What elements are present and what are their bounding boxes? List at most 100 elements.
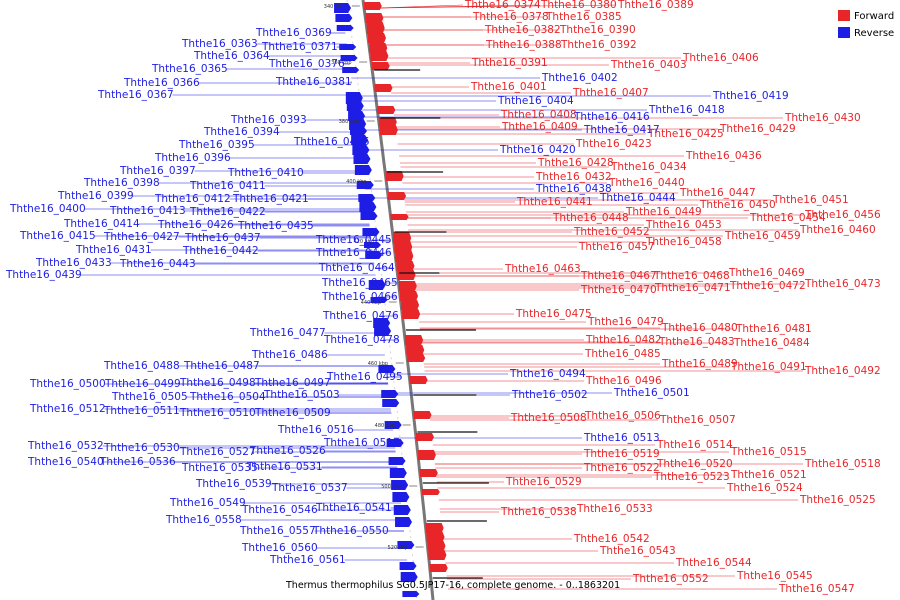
forward-gene-label: Ththe16_0391 (471, 57, 548, 69)
reverse-gene-feature (339, 44, 357, 50)
forward-gene-label: Ththe16_0473 (804, 278, 881, 290)
forward-gene-label: Ththe16_0403 (610, 59, 687, 71)
reverse-gene-feature (391, 480, 409, 490)
forward-gene-label: Ththe16_0508 (510, 412, 587, 424)
reverse-gene-feature (365, 251, 383, 259)
tick-label: 440 kbp (361, 300, 381, 306)
reverse-gene-feature (353, 154, 371, 164)
forward-gene-label: Ththe16_0441 (516, 196, 593, 208)
forward-gene-label: Ththe16_0382 (484, 24, 561, 36)
forward-gene-label: Ththe16_0389 (617, 0, 694, 11)
forward-gene-label: Ththe16_0453 (645, 219, 722, 231)
reverse-gene-feature (400, 572, 418, 582)
reverse-gene-feature (381, 390, 399, 398)
reverse-gene-label: Ththe16_0420 (499, 144, 576, 156)
reverse-gene-label: Ththe16_0411 (189, 180, 266, 192)
reverse-gene-label: Ththe16_0476 (322, 310, 399, 322)
reverse-gene-label: Ththe16_0413 (109, 205, 186, 217)
reverse-gene-label: Ththe16_0402 (541, 72, 618, 84)
forward-gene-feature (429, 564, 448, 572)
reverse-gene-feature (395, 517, 413, 527)
reverse-gene-feature (349, 127, 367, 135)
reverse-gene-feature (368, 280, 386, 290)
forward-gene-label: Ththe16_0430 (784, 112, 861, 124)
reverse-gene-label: Ththe16_0539 (195, 478, 272, 490)
forward-gene-label: Ththe16_0491 (730, 361, 807, 373)
forward-gene-feature (365, 13, 384, 23)
legend-swatch-forward (838, 10, 850, 21)
reverse-gene-label: Ththe16_0431 (75, 244, 152, 256)
forward-gene-feature (426, 532, 445, 542)
forward-gene-label: Ththe16_0481 (735, 323, 812, 335)
reverse-gene-feature (386, 439, 404, 447)
reverse-gene-label: Ththe16_0499 (104, 378, 181, 390)
reverse-gene-feature (352, 145, 370, 155)
forward-gene-label: Ththe16_0524 (726, 482, 803, 494)
forward-gene-label: Ththe16_0484 (733, 337, 810, 349)
reverse-gene-feature (392, 492, 410, 502)
reverse-gene-label: Ththe16_0497 (254, 377, 331, 389)
reverse-gene-label: Ththe16_0501 (613, 387, 690, 399)
reverse-gene-feature (346, 101, 364, 111)
forward-gene-feature (388, 192, 407, 200)
tick-label: 420 kbp (354, 239, 374, 245)
reverse-gene-label: Ththe16_0532 (27, 440, 104, 452)
reverse-gene-feature (363, 242, 381, 248)
reverse-gene-feature (378, 365, 396, 373)
forward-gene-label: Ththe16_0514 (656, 439, 733, 451)
forward-gene-feature (374, 84, 393, 92)
forward-gene-label: Ththe16_0408 (500, 109, 577, 121)
reverse-gene-label: Ththe16_0478 (323, 334, 400, 346)
reverse-gene-label: Ththe16_0527 (179, 446, 256, 458)
reverse-gene-label: Ththe16_0369 (255, 27, 332, 39)
forward-gene-label: Ththe16_0543 (599, 545, 676, 557)
forward-gene-feature (385, 171, 404, 181)
reverse-gene-label: Ththe16_0513 (583, 432, 660, 444)
forward-gene-label: Ththe16_0457 (578, 241, 655, 253)
forward-gene-feature (397, 270, 416, 280)
forward-gene-label: Ththe16_0544 (675, 557, 752, 569)
forward-gene-feature (400, 291, 419, 301)
tick-label: 460 kbp (368, 361, 388, 367)
reverse-gene-label: Ththe16_0376 (268, 58, 345, 70)
reverse-gene-feature (402, 591, 420, 597)
forward-gene-label: Ththe16_0472 (729, 280, 806, 292)
reverse-gene-label: Ththe16_0536 (99, 456, 176, 468)
reverse-gene-label: Ththe16_0435 (237, 220, 314, 232)
forward-gene-label: Ththe16_0458 (645, 236, 722, 248)
reverse-gene-label: Ththe16_0412 (154, 193, 231, 205)
forward-gene-feature (396, 261, 415, 271)
forward-gene-feature (390, 214, 409, 220)
forward-gene-label: Ththe16_0452 (573, 226, 650, 238)
reverse-gene-label: Ththe16_0504 (189, 391, 266, 403)
reverse-gene-label: Ththe16_0500 (29, 378, 106, 390)
forward-gene-feature (366, 22, 385, 34)
reverse-gene-label: Ththe16_0418 (648, 104, 725, 116)
reverse-gene-label: Ththe16_0498 (179, 377, 256, 389)
forward-gene-feature (415, 433, 434, 441)
reverse-gene-label: Ththe16_0494 (509, 368, 586, 380)
reverse-gene-feature (362, 228, 380, 236)
reverse-gene-label: Ththe16_0516 (277, 424, 354, 436)
forward-gene-label: Ththe16_0471 (654, 282, 731, 294)
map-caption: Thermus thermophilus SG0.5JP17-16, compl… (285, 580, 620, 591)
forward-gene-feature (409, 376, 428, 384)
forward-gene-label: Ththe16_0538 (500, 506, 577, 518)
forward-gene-label: Ththe16_0432 (535, 171, 612, 183)
reverse-gene-label: Ththe16_0557 (239, 525, 316, 537)
reverse-gene-label: Ththe16_0444 (599, 192, 676, 204)
reverse-gene-label: Ththe16_0426 (157, 219, 234, 231)
reverse-gene-feature (399, 562, 417, 570)
forward-gene-feature (371, 62, 390, 70)
reverse-gene-label: Ththe16_0414 (63, 218, 140, 230)
reverse-gene-label: Ththe16_0399 (57, 190, 134, 202)
legend-label-reverse: Reverse (854, 28, 894, 39)
forward-gene-feature (419, 469, 438, 477)
forward-gene-label: Ththe16_0519 (583, 448, 660, 460)
forward-gene-label: Ththe16_0520 (656, 458, 733, 470)
reverse-gene-label: Ththe16_0517 (323, 437, 400, 449)
reverse-gene-feature (359, 202, 377, 212)
forward-gene-label: Ththe16_0483 (658, 336, 735, 348)
